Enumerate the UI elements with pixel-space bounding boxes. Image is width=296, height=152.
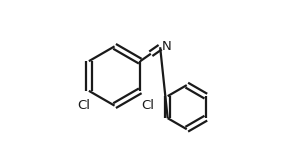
Text: Cl: Cl — [78, 99, 91, 112]
Text: N: N — [161, 40, 171, 53]
Text: Cl: Cl — [142, 99, 155, 112]
